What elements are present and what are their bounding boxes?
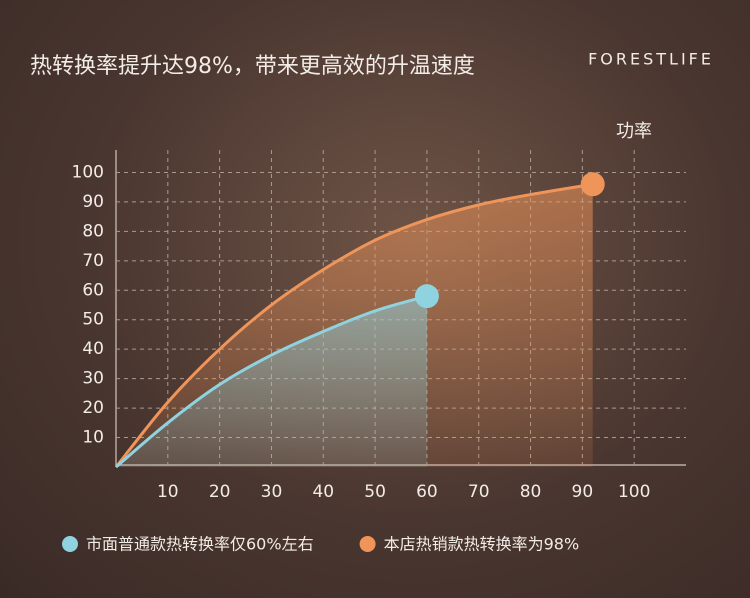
line — [114, 182, 593, 468]
y-tick-label: 20 — [82, 398, 104, 418]
x-tick-label: 20 — [209, 482, 231, 502]
x-tick-label: 30 — [261, 482, 283, 502]
chart-title: 热转换率提升达98%，带来更高效的升温速度 — [30, 54, 475, 79]
y-tick-label: 90 — [82, 192, 104, 212]
y-tick-label: 100 — [72, 162, 104, 182]
x-tick-label: 50 — [364, 482, 386, 502]
x-tick-label: 80 — [520, 482, 542, 502]
y-tick-label: 10 — [82, 428, 104, 448]
x-tick-label: 90 — [572, 482, 594, 502]
legend-label: 本店热销款热转换率为98% — [384, 535, 580, 554]
end-point — [580, 172, 605, 197]
legend-marker — [359, 536, 376, 552]
brand: FORESTLIFE — [588, 50, 714, 69]
x-tick-label: 70 — [468, 482, 490, 502]
x-tick-label: 60 — [416, 482, 438, 502]
x-tick-label: 10 — [157, 482, 179, 502]
y-axis-label: 功率 — [616, 121, 652, 142]
y-tick-label: 70 — [82, 251, 104, 271]
y-tick-label: 80 — [82, 221, 104, 241]
x-tick-label: 40 — [312, 482, 334, 502]
x-tick-label: 100 — [618, 482, 650, 502]
legend-marker — [62, 536, 78, 552]
line — [115, 294, 428, 469]
y-tick-label: 30 — [82, 369, 104, 389]
legend-label: 市面普通款热转换率仅60%左右 — [86, 535, 314, 554]
end-point — [414, 284, 439, 309]
y-tick-label: 60 — [82, 280, 104, 300]
y-tick-label: 40 — [82, 339, 104, 359]
y-tick-label: 50 — [82, 310, 104, 330]
area — [116, 296, 427, 467]
